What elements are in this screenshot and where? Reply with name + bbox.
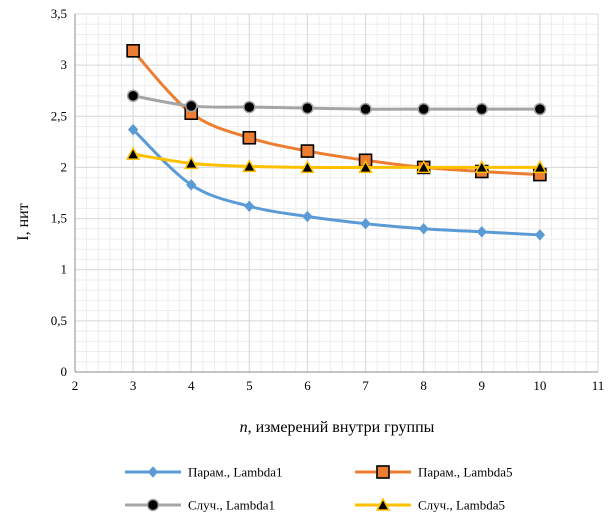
data-point bbox=[474, 159, 490, 174]
data-point bbox=[183, 155, 199, 170]
x-tick-label: 10 bbox=[533, 378, 546, 393]
x-tick-label: 4 bbox=[188, 378, 195, 393]
legend-label: Случ., Lambda5 bbox=[418, 498, 505, 513]
legend-item: Парам., Lambda1 bbox=[125, 465, 283, 480]
y-tick-label: 3,5 bbox=[51, 6, 67, 21]
y-tick-label: 0 bbox=[61, 364, 68, 379]
series-line bbox=[132, 152, 540, 170]
data-point bbox=[475, 102, 489, 116]
data-point bbox=[244, 200, 255, 213]
x-tick-label: 8 bbox=[420, 378, 427, 393]
x-tick-label: 2 bbox=[72, 378, 79, 393]
data-point bbox=[186, 179, 197, 191]
x-axis-title: n, измерений внутри группы bbox=[240, 419, 435, 436]
x-tick-label: 9 bbox=[479, 378, 486, 393]
series bbox=[125, 44, 548, 241]
y-tick-label: 2 bbox=[61, 159, 68, 174]
legend: Парам., Lambda1 Парам., Lambda5 Случ., Lam… bbox=[125, 465, 513, 513]
data-point bbox=[358, 159, 373, 174]
legend-item: Случ., Lambda5 bbox=[355, 497, 505, 513]
data-point bbox=[532, 159, 548, 174]
x-tick-label: 11 bbox=[592, 378, 605, 393]
data-point bbox=[126, 89, 140, 103]
data-point bbox=[360, 217, 371, 230]
legend-marker bbox=[375, 497, 391, 511]
x-tick-labels: 2 3 4 5 6 7 8 9 10 11 bbox=[72, 378, 605, 393]
y-tick-label: 1,5 bbox=[51, 211, 67, 226]
legend-marker bbox=[147, 466, 159, 478]
x-tick-label: 3 bbox=[130, 378, 137, 393]
data-point bbox=[416, 159, 431, 174]
legend-item: Случ., Lambda1 bbox=[125, 498, 275, 513]
y-tick-labels: 0 0,5 1 1,5 2 2,5 3 3,5 bbox=[51, 6, 67, 379]
y-tick-label: 1 bbox=[61, 262, 68, 277]
y-tick-label: 2,5 bbox=[51, 108, 67, 123]
x-tick-label: 7 bbox=[362, 378, 369, 393]
series-4 bbox=[125, 146, 548, 174]
data-point bbox=[125, 146, 141, 160]
y-tick-label: 3 bbox=[61, 57, 68, 72]
data-point bbox=[184, 99, 198, 113]
legend-label: Парам., Lambda1 bbox=[188, 465, 283, 480]
data-point bbox=[359, 102, 372, 116]
x-axis-title-text: , измерений внутри группы bbox=[248, 419, 435, 436]
data-point bbox=[418, 223, 429, 235]
legend-label: Парам., Lambda5 bbox=[418, 465, 513, 480]
y-tick-label: 0,5 bbox=[51, 313, 67, 328]
data-point bbox=[476, 226, 487, 238]
data-point bbox=[126, 44, 140, 58]
legend-marker bbox=[146, 498, 160, 512]
x-tick-label: 6 bbox=[304, 378, 311, 393]
data-point bbox=[300, 159, 315, 174]
data-point bbox=[534, 229, 546, 241]
data-point bbox=[300, 144, 315, 158]
major-gridlines bbox=[74, 13, 599, 373]
data-point bbox=[302, 210, 313, 223]
y-axis-title: I, нит bbox=[15, 203, 32, 240]
minor-gridlines bbox=[74, 13, 599, 373]
data-point bbox=[417, 102, 430, 116]
data-point bbox=[533, 102, 547, 116]
series-1 bbox=[127, 123, 546, 241]
data-point bbox=[243, 100, 256, 114]
x-tick-label: 5 bbox=[246, 378, 253, 393]
series-3 bbox=[126, 89, 547, 116]
axes bbox=[74, 14, 598, 373]
legend-label: Случ., Lambda1 bbox=[188, 498, 275, 513]
legend-item: Парам., Lambda5 bbox=[355, 465, 513, 480]
series-line bbox=[132, 128, 540, 237]
data-point bbox=[127, 123, 139, 136]
data-point bbox=[242, 130, 257, 145]
legend-marker bbox=[376, 465, 390, 479]
data-point bbox=[242, 158, 257, 173]
x-axis-title-variable: n bbox=[240, 419, 248, 436]
data-point bbox=[301, 101, 314, 115]
